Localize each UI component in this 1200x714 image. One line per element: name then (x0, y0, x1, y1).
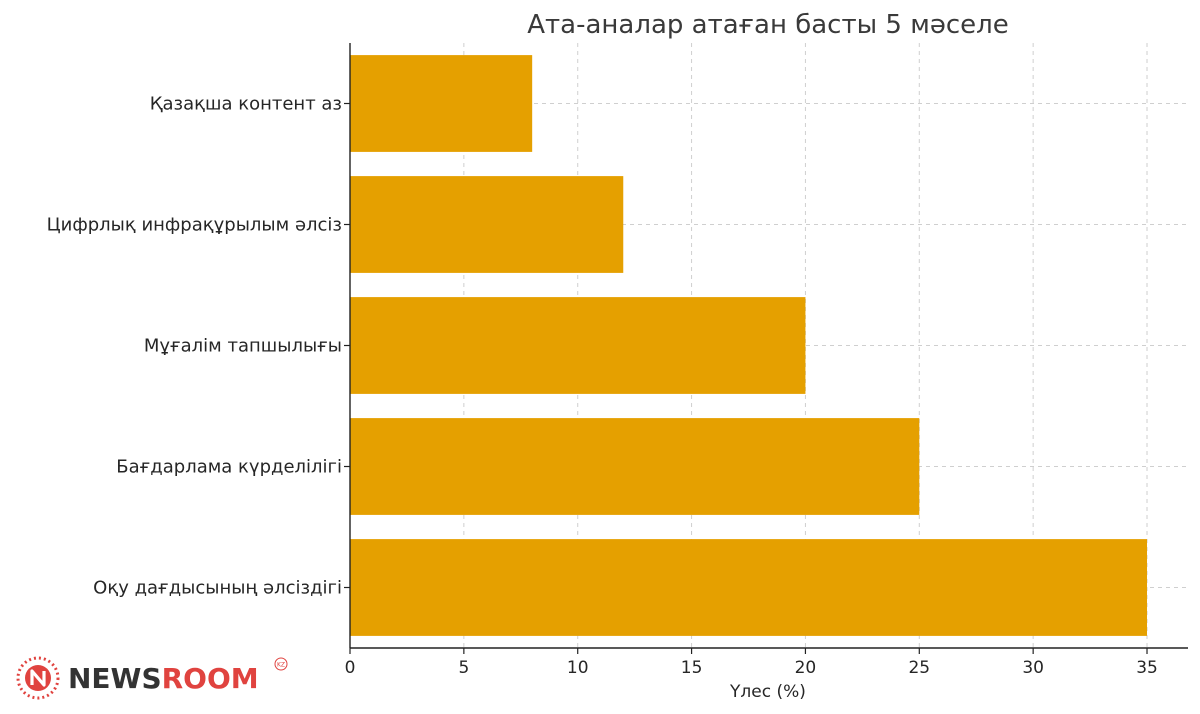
logo-text-room: ROOM (162, 662, 259, 695)
x-tick-label: 25 (908, 658, 930, 678)
newsroom-logo: NEWSROOM KZ (16, 656, 288, 700)
category-label: Цифрлық инфрақұрылым әлсіз (47, 215, 342, 236)
category-label: Мұғалім тапшылығы (144, 336, 342, 357)
category-label: Оқу дағдысының әлсіздігі (93, 578, 342, 599)
category-label: Қазақша контент аз (150, 94, 342, 115)
x-tick-label: 15 (681, 658, 703, 678)
x-axis-ticks: 0 5 10 15 20 25 30 35 (345, 648, 1158, 678)
x-tick-label: 0 (345, 658, 356, 678)
logo-badge: KZ (277, 662, 285, 669)
bar (350, 539, 1148, 636)
logo-text-news: NEWS (68, 662, 162, 695)
category-label: Бағдарлама күрделілігі (116, 457, 342, 478)
x-tick-label: 5 (458, 658, 469, 678)
newsroom-logo-icon (16, 656, 60, 700)
x-tick-label: 35 (1136, 658, 1158, 678)
x-tick-label: 10 (567, 658, 589, 678)
bars (350, 55, 1148, 636)
x-axis-label: Үлес (%) (729, 682, 806, 702)
x-tick-label: 30 (1022, 658, 1044, 678)
bar (350, 418, 920, 515)
svg-text:NEWSROOM: NEWSROOM (68, 662, 259, 695)
x-tick-label: 20 (795, 658, 817, 678)
category-labels: Қазақша контент аз Цифрлық инфрақұрылым ә… (47, 94, 350, 599)
bar (350, 176, 624, 273)
bar (350, 297, 806, 394)
chart-title: Ата-аналар атаған басты 5 мәселе (527, 10, 1009, 40)
bar (350, 55, 533, 152)
